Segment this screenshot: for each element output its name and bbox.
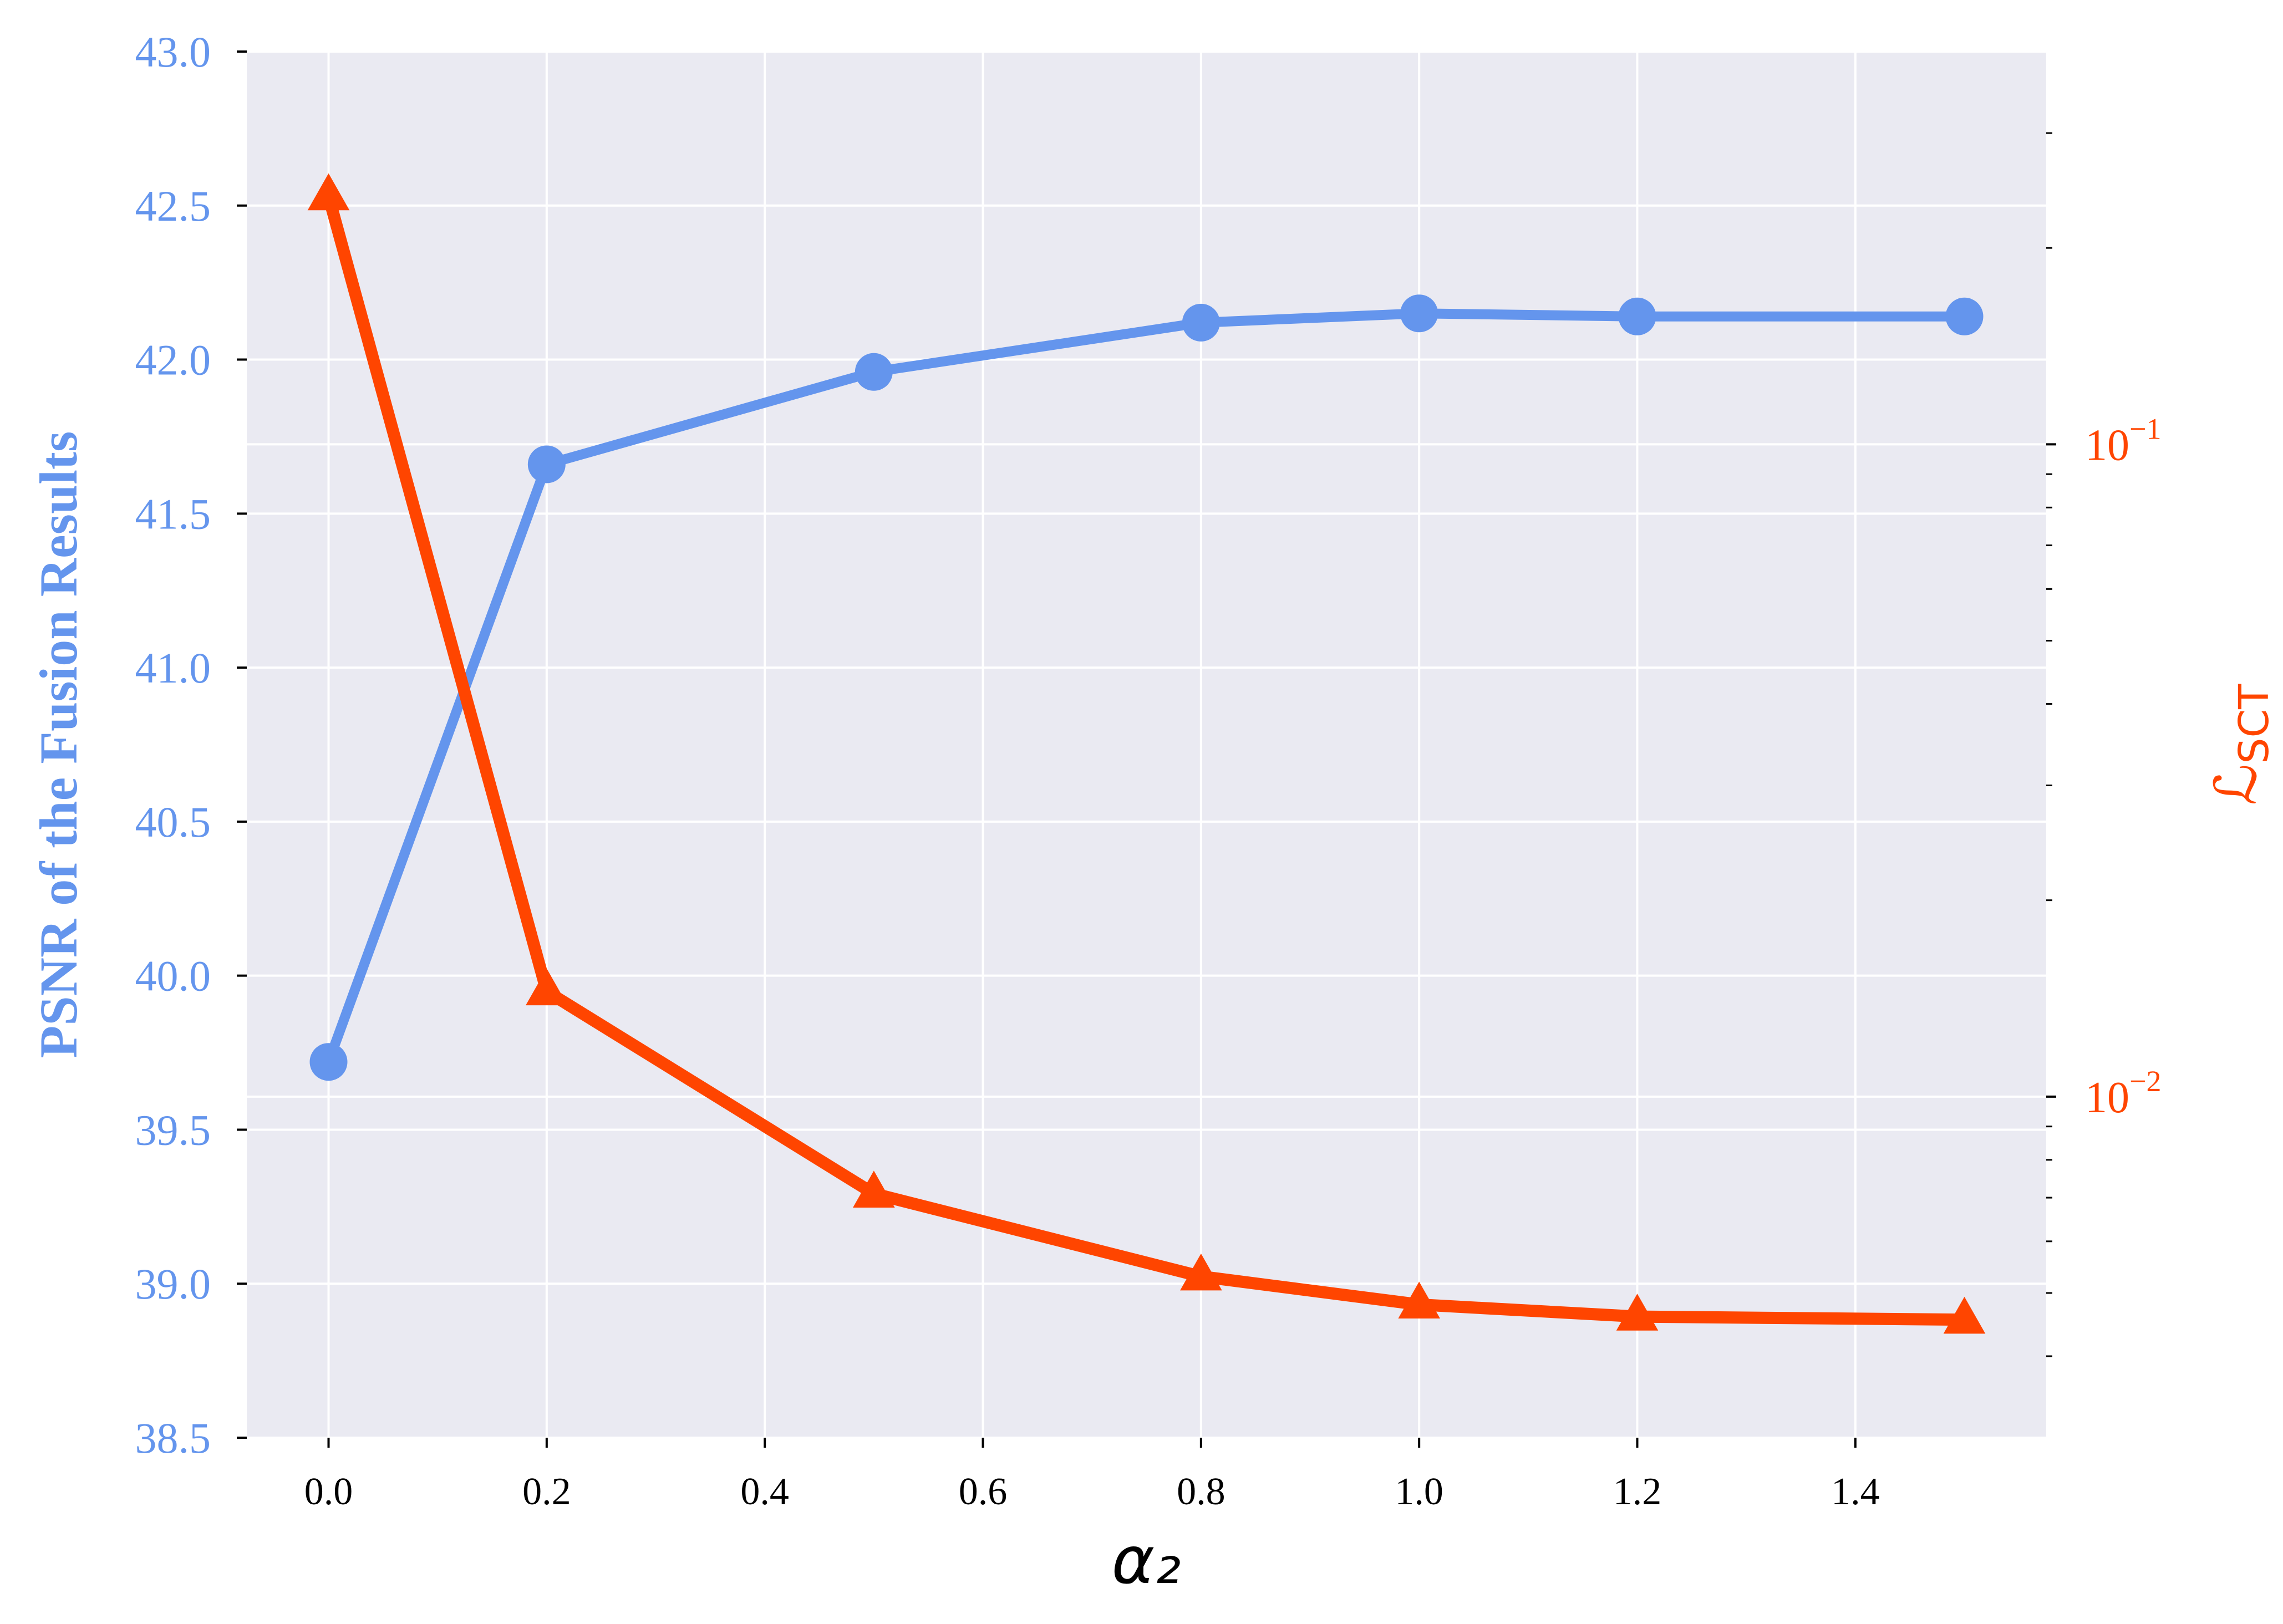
psnr-data-point (309, 1043, 348, 1081)
y-left-tick-label: 43.0 (135, 28, 211, 76)
y-right-axis-subscript: SCT (2230, 684, 2278, 764)
x-tick-label: 0.0 (304, 1470, 353, 1513)
y-left-tick-label: 39.5 (135, 1106, 211, 1154)
x-axis-title: α₂ (1111, 1522, 1181, 1598)
lsct-data-point (307, 173, 350, 211)
y-right-tick-label: 10−1 (2085, 412, 2161, 470)
x-tick-label: 0.4 (740, 1470, 789, 1513)
psnr-data-point (527, 445, 566, 483)
y-right-tick-label: 10−2 (2085, 1065, 2161, 1122)
y-left-tick-label: 41.0 (135, 644, 211, 692)
lsct-data-point (526, 968, 568, 1006)
axes-layer: 0.0 0.2 0.4 0.6 0.8 1.0 1.2 1.4 38.5 39.0 39.5 40.0… (135, 28, 2162, 1513)
y-left-tick-label: 40.5 (135, 798, 211, 846)
y-left-tick-label: 40.0 (135, 952, 211, 1000)
plot-background (247, 52, 2046, 1438)
y-left-tick-label: 42.0 (135, 336, 211, 384)
lsct-data-point (1943, 1296, 1986, 1334)
x-tick-label: 1.4 (1831, 1470, 1880, 1513)
svg-text:ℒSCT: ℒSCT (2202, 684, 2278, 806)
lsct-data-point (1616, 1294, 1659, 1331)
y-right-axis-title: ℒSCT (2202, 684, 2278, 806)
y-right-tick-base: 10 (2085, 1073, 2129, 1122)
x-tick-label: 1.2 (1613, 1470, 1662, 1513)
y-right-axis-symbol: ℒ (2202, 763, 2270, 805)
y-left-tick-label: 39.0 (135, 1260, 211, 1308)
x-tick-label: 0.8 (1177, 1470, 1226, 1513)
y-left-axis-title: PSNR of the Fusion Results (29, 431, 88, 1058)
lsct-data-point (1180, 1253, 1222, 1291)
lsct-data-point (1398, 1281, 1440, 1319)
psnr-data-point (1400, 294, 1438, 333)
y-left-tick-label: 41.5 (135, 490, 211, 538)
psnr-data-point (855, 353, 893, 391)
x-tick-label: 0.6 (959, 1470, 1008, 1513)
y-left-tick-label: 42.5 (135, 182, 211, 230)
x-tick-label: 1.0 (1395, 1470, 1443, 1513)
x-tick-label: 0.2 (522, 1470, 571, 1513)
psnr-data-point (1182, 303, 1220, 342)
y-right-tick-exponent: −1 (2129, 412, 2161, 445)
y-right-tick-base: 10 (2085, 421, 2129, 470)
lsct-data-point (853, 1170, 895, 1208)
psnr-data-point (1618, 297, 1656, 335)
y-left-tick-label: 38.5 (135, 1414, 211, 1462)
series-layer (307, 173, 1986, 1334)
y-right-tick-exponent: −2 (2129, 1065, 2161, 1098)
psnr-data-point (1945, 297, 1984, 335)
